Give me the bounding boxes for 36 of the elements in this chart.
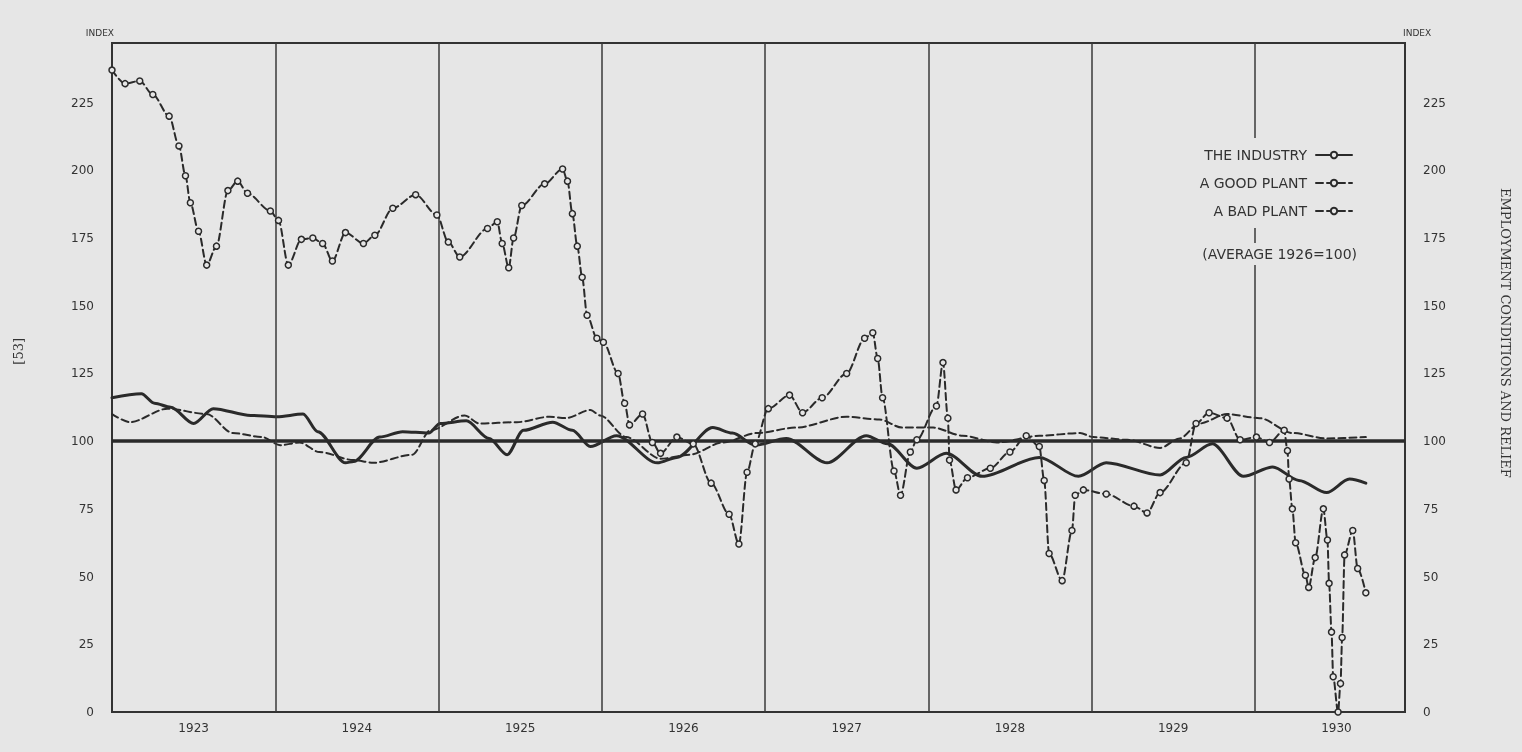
y2-tick-label: 0 bbox=[1423, 705, 1431, 719]
x-tick-label: 1927 bbox=[831, 721, 862, 735]
y2-tick-label: 100 bbox=[1423, 434, 1446, 449]
y-tick-label: 200 bbox=[71, 163, 94, 178]
legend-label: THE INDUSTRY bbox=[1203, 147, 1308, 163]
x-tick-label: 1930 bbox=[1321, 721, 1352, 735]
x-tick-label: 1925 bbox=[504, 721, 536, 735]
y-tick-label: 100 bbox=[71, 434, 94, 449]
y2-tick-label: 200 bbox=[1423, 163, 1446, 178]
annotation: (AVERAGE 1926=100) bbox=[1202, 246, 1357, 262]
x-tick-label: 1928 bbox=[994, 721, 1026, 735]
y2-axis-title: INDEX bbox=[1403, 27, 1432, 38]
x-tick-label: 1923 bbox=[178, 721, 209, 735]
y-tick-label: 25 bbox=[78, 637, 94, 652]
y2-tick-label: 225 bbox=[1423, 95, 1446, 110]
y2-tick-label: 175 bbox=[1423, 231, 1446, 246]
legend-label: A GOOD PLANT bbox=[1199, 175, 1308, 191]
y-tick-label: 0 bbox=[86, 705, 94, 719]
y-axis-title: INDEX bbox=[85, 27, 114, 38]
y2-tick-label: 50 bbox=[1423, 569, 1439, 584]
text: [53] bbox=[11, 338, 26, 365]
y-tick-label: 175 bbox=[71, 231, 94, 246]
x-tick-label: 1926 bbox=[668, 721, 699, 735]
y-tick-label: 75 bbox=[78, 501, 94, 516]
y2-tick-label: 75 bbox=[1423, 501, 1439, 516]
y2-tick-label: 25 bbox=[1423, 637, 1439, 652]
x-tick-label: 1929 bbox=[1157, 721, 1189, 735]
y2-tick-label: 150 bbox=[1423, 298, 1446, 313]
y-tick-label: 50 bbox=[78, 569, 94, 584]
text: EMPLOYMENT CONDITIONS AND RELIEF bbox=[1498, 188, 1513, 478]
y2-tick-label: 125 bbox=[1423, 366, 1446, 381]
legend-label: A BAD PLANT bbox=[1213, 203, 1308, 219]
x-tick-label: 1924 bbox=[341, 721, 373, 735]
y-tick-label: 150 bbox=[71, 298, 94, 313]
y-tick-label: 225 bbox=[71, 95, 94, 110]
y-tick-label: 125 bbox=[71, 366, 94, 381]
